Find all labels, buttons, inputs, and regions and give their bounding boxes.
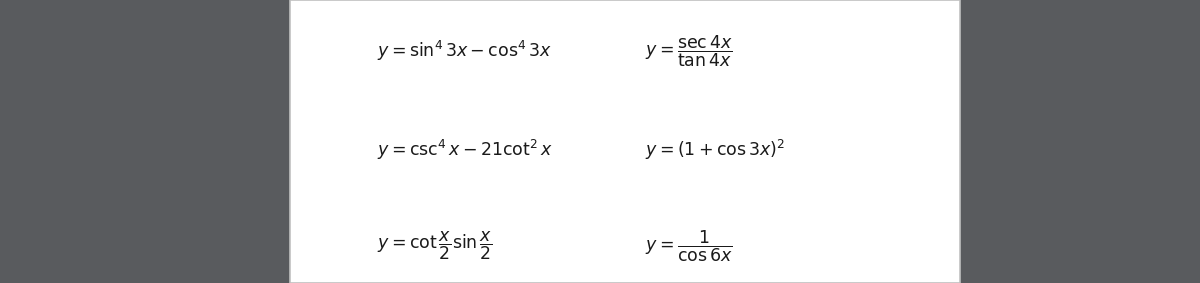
Text: $y = \csc^4 x - 21\cot^2 x$: $y = \csc^4 x - 21\cot^2 x$ (377, 138, 553, 162)
Text: $y = \sin^4 3x - \cos^4 3x$: $y = \sin^4 3x - \cos^4 3x$ (377, 39, 552, 63)
Text: $y = \cot\dfrac{x}{2}\sin\dfrac{x}{2}$: $y = \cot\dfrac{x}{2}\sin\dfrac{x}{2}$ (377, 230, 493, 262)
Text: $y = (1 + \cos 3x)^2$: $y = (1 + \cos 3x)^2$ (646, 138, 785, 162)
Text: $y = \dfrac{\sec 4x}{\tan 4x}$: $y = \dfrac{\sec 4x}{\tan 4x}$ (646, 33, 733, 69)
Text: $y = \dfrac{1}{\cos 6x}$: $y = \dfrac{1}{\cos 6x}$ (646, 228, 733, 264)
Bar (290, 0, 960, 283)
